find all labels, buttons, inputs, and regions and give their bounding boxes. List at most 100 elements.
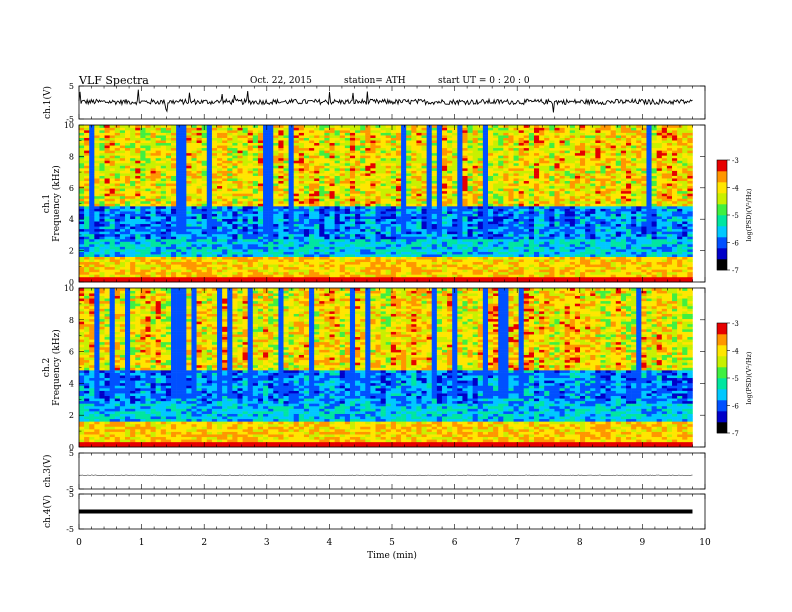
spectrogram-cell [477,274,484,278]
spectrogram-cell [227,185,233,189]
spectrogram-cell [119,241,126,245]
spectrogram-cell [334,150,341,154]
spectrogram-cell [421,185,427,189]
spectrogram-cell [441,206,448,209]
spectrogram-cell [334,147,341,151]
spectrogram-cell [181,147,187,151]
spectrogram-cell [242,233,248,237]
spectrogram-cell [196,140,202,144]
spectrogram-cell [252,238,259,242]
spectrogram-cell [375,261,381,265]
spectrogram-cell [360,228,366,232]
spectrogram-cell [273,256,279,260]
spectrogram-cell [211,241,218,245]
spectrogram-cell [329,236,335,240]
spectrogram-cell [237,228,243,232]
spectrogram-cell [355,193,361,197]
spectrogram-cell [452,193,458,197]
spectrogram-cell [467,251,473,255]
spectrogram-cell [477,231,484,235]
spectrogram-cell [283,221,289,225]
spectrogram-cell [441,198,448,202]
spectrogram-cell [467,274,473,278]
spectrogram-cell [222,266,228,270]
spectrogram-cell [211,190,218,194]
spectrogram-cell [150,200,156,204]
spectrogram-cell [472,203,479,207]
spectrogram-cell [150,193,156,197]
spectrogram-cell [462,259,468,263]
spectrogram-cell [472,145,479,149]
spectrogram-cell [119,132,126,136]
spectrogram-cell [125,125,131,128]
spectrogram-cell [283,185,289,189]
spectrogram-cell [155,264,162,268]
spectrogram-cell [135,276,141,280]
spectrogram-cell [232,259,238,263]
spectrogram-cell [395,213,402,217]
spectrogram-cell [452,140,458,144]
spectrogram-cell [176,236,182,240]
spectrogram-cell [211,221,218,225]
spectrogram-cell [421,254,427,257]
spectrogram-cell [94,218,100,222]
spectrogram-cell [257,198,264,202]
spectrogram-cell [263,132,269,136]
spectrogram-cell [395,157,402,161]
spectrogram-cell [447,266,453,270]
spectrogram-cell [411,206,417,209]
spectrogram-cell [447,157,453,161]
spectrogram-cell [165,142,172,146]
spectrogram-cell [457,226,463,230]
spectrogram-cell [186,266,192,270]
spectrogram-cell [237,249,243,252]
spectrogram-cell [186,193,192,197]
spectrogram-cell [314,231,320,235]
spectrogram-cell [273,238,279,242]
spectrogram-cell [436,183,443,187]
spectrogram-cell [426,152,433,156]
spectrogram-cell [426,233,433,237]
spectrogram-cell [303,249,310,252]
spectrogram-cell [125,249,131,252]
spectrogram-cell [217,185,223,189]
spectrogram-cell [99,160,105,164]
spectrogram-cell [416,132,422,136]
spectrogram-cell [99,168,105,171]
spectrogram-cell [268,254,274,257]
spectrogram-cell [288,162,295,166]
spectrogram-cell [201,228,208,232]
spectrogram-cell [268,221,274,225]
spectrogram-cell [288,200,295,204]
spectrogram-cell [339,221,346,225]
spectrogram-cell [242,188,248,192]
spectrogram-cell [416,223,422,227]
spectrogram-cell [426,206,433,209]
spectrogram-cell [303,218,310,222]
spectrogram-cell [344,211,351,214]
spectrogram-cell [462,264,468,268]
spectrogram-cell [227,228,233,232]
spectrogram-cell [283,246,289,250]
spectrogram-cell [390,150,397,154]
spectrogram-cell [431,180,438,184]
spectrogram-cell [298,216,305,219]
spectrogram-cell [288,170,295,174]
spectrogram-cell [441,165,448,169]
spectrogram-cell [283,203,289,207]
spectrogram-cell [263,147,269,151]
spectrogram-cell [431,228,438,232]
spectrogram-cell [360,218,366,222]
spectrogram-cell [426,276,433,280]
spectrogram-cell [89,200,95,204]
spectrogram-cell [298,203,305,207]
spectrogram-cell [314,160,320,164]
spectrogram-cell [130,269,136,273]
spectrogram-cell [375,152,381,156]
spectrogram-cell [227,195,233,199]
spectrogram-cell [222,170,228,174]
spectrogram-cell [160,152,167,156]
spectrogram-cell [421,165,427,169]
spectrogram-cell [370,135,376,138]
spectrogram-cell [329,150,335,154]
